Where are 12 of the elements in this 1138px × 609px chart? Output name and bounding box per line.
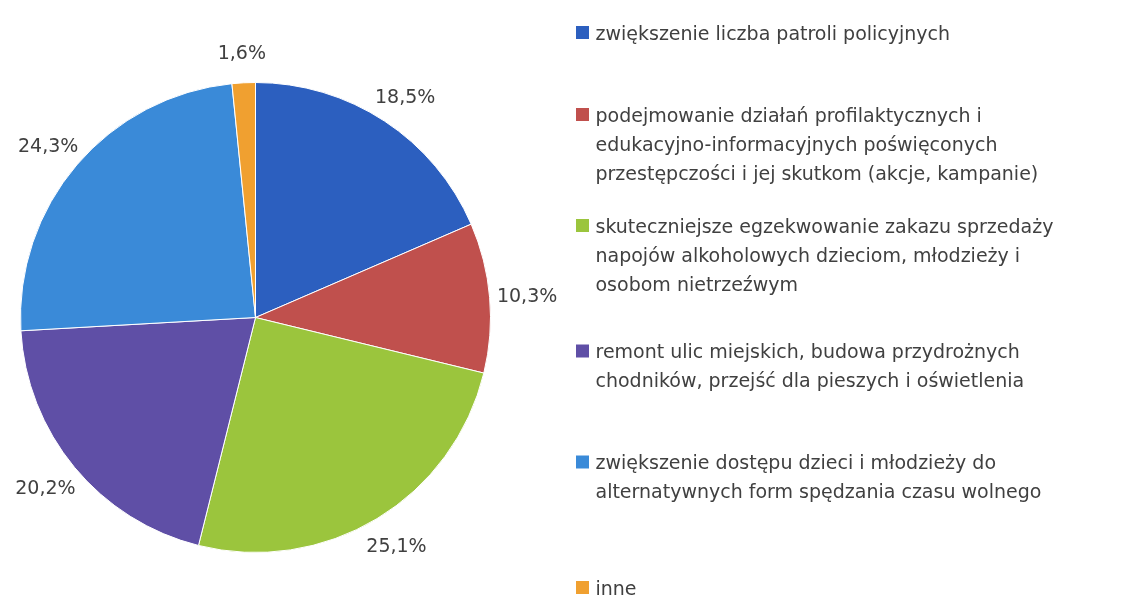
legend-label: remont ulic miejskich, budowa przydrożnych chodników, przejść dla pieszych i oświetlenia bbox=[595, 340, 1025, 391]
legend-label: podejmowanie działań profilaktycznych i edukacyjno-informacyjnych poświęconych przestępczości i jej skutkom (akcje, kampanie) bbox=[595, 103, 1039, 184]
data-label: 1,6% bbox=[217, 41, 266, 64]
legend-label: zwiększenie dostępu dzieci i młodzieży do alternatywnych form spędzania czasu wolnego bbox=[595, 451, 1042, 502]
legend-label: inne bbox=[595, 576, 637, 599]
data-label: 18,5% bbox=[374, 84, 436, 107]
legend-label: skuteczniejsze egzekwowanie zakazu sprzedaży napojów alkoholowych dzieciom, młodzieży i osobom nietrzeźwym bbox=[595, 214, 1054, 295]
data-label: 25,1% bbox=[366, 533, 427, 556]
legend-label: zwiększenie liczba patroli policyjnych bbox=[595, 21, 951, 44]
data-label: 20,2% bbox=[15, 475, 76, 498]
data-label: 24,3% bbox=[18, 134, 79, 157]
data-label: 10,3% bbox=[496, 284, 558, 306]
